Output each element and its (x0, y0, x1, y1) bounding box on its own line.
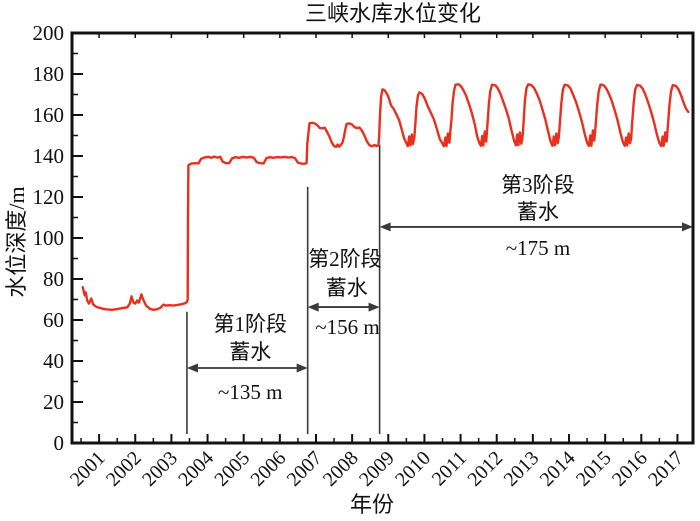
y-tick-label: 160 (33, 103, 65, 127)
y-tick-label: 120 (33, 185, 65, 209)
x-tick-label: 2013 (500, 447, 544, 491)
y-tick-label: 100 (33, 226, 65, 250)
x-tick-label: 2014 (536, 447, 580, 491)
x-tick-label: 2001 (66, 447, 110, 491)
arrowhead-left (186, 363, 198, 373)
stage-annotation-text: 蓄水 (326, 276, 368, 300)
x-tick-label: 2006 (247, 447, 291, 491)
x-tick-label: 2002 (102, 447, 146, 491)
x-tick-label: 2005 (210, 447, 254, 491)
stage-annotation-text: ~135 m (218, 380, 282, 404)
x-tick-label: 2009 (355, 447, 399, 491)
x-tick-label: 2008 (319, 447, 363, 491)
y-tick-label: 0 (54, 431, 65, 455)
stage-annotation-text: ~156 m (315, 315, 379, 339)
y-tick-label: 60 (43, 308, 64, 332)
y-tick-label: 20 (43, 390, 64, 414)
arrowhead-left (307, 302, 319, 312)
x-tick-label: 2012 (463, 447, 507, 491)
arrowhead-left (379, 222, 391, 232)
chart-title: 三峡水库水位变化 (305, 1, 481, 26)
x-tick-label: 2017 (644, 447, 688, 491)
x-tick-label: 2003 (138, 447, 182, 491)
y-tick-label: 40 (43, 349, 64, 373)
stage-annotation-text: ~175 m (506, 236, 570, 260)
y-tick-label: 80 (43, 267, 64, 291)
y-tick-label: 140 (33, 144, 65, 168)
stage-annotation-text: 第1阶段 (213, 312, 287, 336)
x-axis-label: 年份 (350, 492, 394, 517)
stage-annotation-text: 蓄水 (517, 200, 559, 224)
x-tick-label: 2004 (174, 447, 218, 491)
water-level-line (81, 83, 690, 311)
x-tick-label: 2007 (283, 447, 327, 491)
stage-annotation-text: 第3阶段 (501, 173, 575, 197)
y-tick-label: 180 (33, 62, 65, 86)
stage-annotation-text: 第2阶段 (308, 247, 382, 271)
x-tick-label: 2011 (428, 447, 471, 490)
arrowhead-right (296, 363, 308, 373)
y-axis-label: 水位深度/m (4, 186, 29, 297)
y-tick-label: 200 (33, 21, 65, 45)
chart-generated-layer: 0204060801001201401601802002001200220032… (33, 21, 695, 491)
stage-annotation-text: 蓄水 (229, 340, 271, 364)
x-tick-label: 2016 (608, 447, 652, 491)
arrowhead-right (368, 302, 380, 312)
x-tick-label: 2010 (391, 447, 435, 491)
x-tick-label: 2015 (572, 447, 616, 491)
arrowhead-right (682, 222, 693, 232)
